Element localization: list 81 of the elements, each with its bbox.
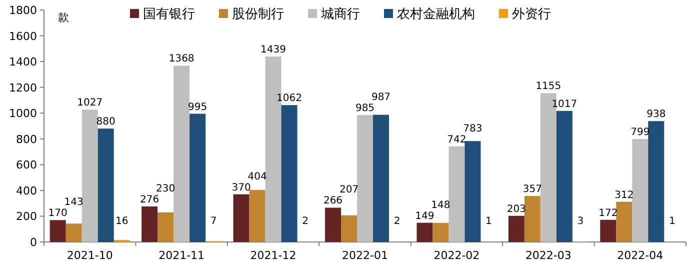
bar [600, 220, 616, 242]
bar [50, 220, 66, 242]
legend-label: 农村金融机构 [397, 7, 475, 22]
x-tick-label: 2022-01 [342, 249, 388, 262]
data-label: 370 [232, 182, 251, 194]
data-label: 1017 [552, 98, 578, 110]
bar [508, 216, 524, 242]
data-label: 1027 [77, 98, 103, 109]
bar [66, 224, 82, 242]
data-label: 7 [210, 216, 217, 227]
bar [82, 110, 98, 242]
bar [325, 208, 341, 242]
data-label: 1062 [276, 93, 302, 104]
bar [249, 190, 266, 242]
data-label: 2 [394, 216, 400, 227]
data-label: 207 [339, 184, 359, 196]
data-label: 266 [323, 196, 343, 207]
data-label: 1 [668, 216, 676, 227]
data-label: 2 [302, 216, 308, 227]
data-label: 938 [646, 109, 666, 120]
data-label: 1439 [260, 44, 286, 56]
data-label: 148 [431, 200, 450, 211]
bar [341, 215, 357, 242]
x-tick-label: 2022-04 [617, 249, 664, 262]
legend-label: 股份制行 [232, 7, 284, 22]
bar [190, 114, 206, 242]
y-axis-title: 款 [58, 11, 69, 24]
y-tick-label: 1400 [9, 56, 37, 69]
data-label: 742 [447, 134, 466, 146]
data-label: 404 [248, 171, 267, 182]
y-tick-label: 400 [16, 184, 37, 198]
x-tick-label: 2021-12 [250, 249, 296, 262]
data-label: 987 [371, 92, 391, 104]
bar [648, 121, 664, 242]
data-label: 783 [463, 123, 482, 134]
data-label: 1155 [536, 81, 562, 92]
bar [142, 206, 158, 242]
bar [632, 139, 648, 242]
data-label: 143 [64, 197, 84, 208]
y-tick-label: 600 [16, 158, 37, 172]
bar [158, 212, 174, 242]
bar [357, 115, 373, 242]
x-tick-label: 2021-10 [66, 249, 113, 262]
bar [432, 222, 449, 242]
y-tick-label: 0 [30, 236, 37, 249]
bar [556, 110, 572, 242]
data-label: 1368 [168, 54, 194, 65]
bar [448, 146, 465, 242]
data-label: 1 [486, 216, 492, 227]
x-tick-label: 2021-11 [158, 249, 205, 262]
y-tick-label: 1000 [9, 107, 37, 120]
bar [464, 141, 481, 242]
y-tick-label: 1800 [9, 4, 37, 17]
bar [281, 105, 298, 242]
bar [373, 114, 389, 242]
legend-label: 国有银行 [143, 7, 195, 22]
data-label: 880 [96, 116, 116, 128]
y-tick-label: 1200 [9, 81, 37, 94]
y-tick-label: 200 [16, 210, 37, 224]
bar [416, 222, 433, 242]
legend-label: 外资行 [512, 7, 551, 22]
bar [524, 196, 540, 242]
bar [174, 66, 190, 242]
legend-label: 城商行 [320, 7, 360, 22]
x-tick-label: 2022-03 [525, 249, 572, 262]
data-label: 357 [522, 184, 542, 195]
data-label: 170 [48, 208, 68, 220]
data-label: 230 [156, 183, 176, 194]
y-tick-label: 1600 [9, 30, 37, 43]
data-label: 985 [355, 103, 375, 114]
data-label: 16 [115, 216, 128, 227]
data-label: 995 [188, 102, 208, 113]
data-label: 149 [415, 210, 434, 222]
x-tick-label: 2022-02 [434, 249, 480, 262]
bar [616, 202, 632, 242]
data-label: 312 [614, 190, 634, 201]
data-label: 3 [577, 216, 584, 227]
y-tick-label: 800 [16, 132, 37, 146]
bar [98, 128, 114, 242]
bar [233, 194, 250, 242]
data-label: 276 [140, 194, 160, 206]
